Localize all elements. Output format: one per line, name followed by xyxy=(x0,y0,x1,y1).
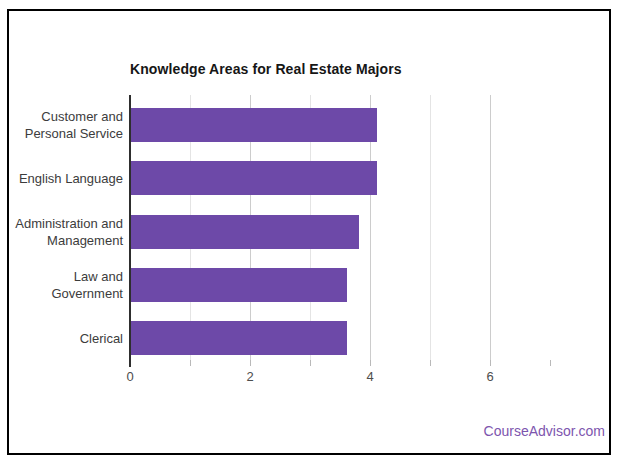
x-tick-label-0: 0 xyxy=(110,369,150,384)
x-axis-tickmark-2 xyxy=(250,360,251,366)
category-label-1: English Language xyxy=(2,170,123,187)
gridline-minor-5 xyxy=(430,95,431,362)
category-label-4: Clerical xyxy=(2,330,123,347)
y-axis-line xyxy=(129,95,131,367)
bar-0 xyxy=(131,108,377,142)
courseadvisor-watermark-link[interactable]: CourseAdvisor.com xyxy=(484,423,605,439)
gridline-major-6 xyxy=(490,95,491,362)
x-axis-tickmark-4 xyxy=(370,360,371,366)
bar-1 xyxy=(131,161,377,195)
x-axis-tickmark-1 xyxy=(190,360,191,366)
bar-2 xyxy=(131,215,359,249)
x-axis-tickmark-6 xyxy=(490,360,491,366)
x-axis-tickmark-3 xyxy=(310,360,311,366)
chart-canvas: Knowledge Areas for Real Estate Majors C… xyxy=(0,0,620,465)
category-label-2: Administration and Management xyxy=(2,215,123,249)
x-tick-label-4: 4 xyxy=(350,369,390,384)
bar-3 xyxy=(131,268,347,302)
bar-4 xyxy=(131,321,347,355)
chart-title: Knowledge Areas for Real Estate Majors xyxy=(130,61,402,77)
x-tick-label-6: 6 xyxy=(470,369,510,384)
x-tick-label-2: 2 xyxy=(230,369,270,384)
x-axis-tickmark-7 xyxy=(550,360,551,366)
category-label-0: Customer and Personal Service xyxy=(2,108,123,142)
x-axis-tickmark-5 xyxy=(430,360,431,366)
category-label-3: Law and Government xyxy=(2,268,123,302)
